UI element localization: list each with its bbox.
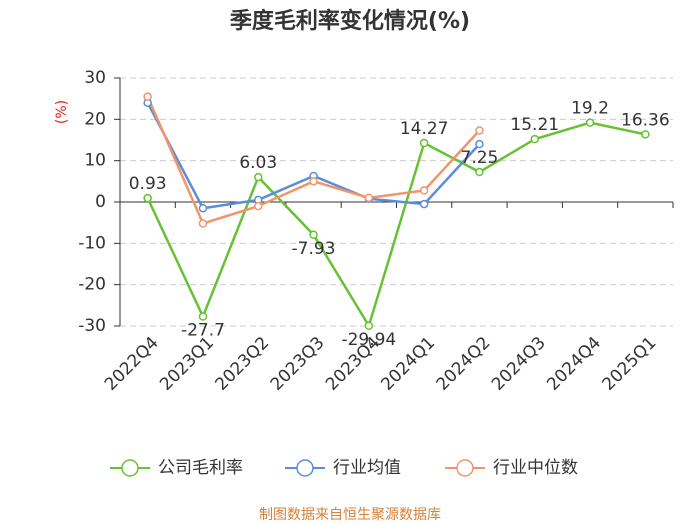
data-point	[143, 193, 152, 203]
data-point	[309, 177, 318, 186]
y-tick-label: 30	[84, 68, 106, 88]
data-label: -29.94	[341, 330, 396, 350]
data-point	[143, 92, 152, 101]
x-tick-label: 2023Q2	[211, 333, 273, 395]
data-label: 16.36	[621, 110, 670, 130]
legend-marker	[456, 459, 474, 477]
data-point	[254, 172, 263, 182]
data-label: 6.03	[239, 153, 277, 173]
x-tick-label: 2025Q1	[599, 333, 661, 395]
legend-item: 公司毛利率	[110, 458, 243, 478]
data-point	[475, 139, 484, 149]
data-label: 19.2	[571, 99, 609, 119]
legend-item: 行业中位数	[445, 458, 578, 478]
legend-marker	[296, 459, 314, 477]
legend-marker	[121, 459, 139, 477]
source-note: 制图数据来自恒生聚源数据库	[259, 507, 441, 523]
x-tick-label: 2024Q3	[488, 333, 550, 395]
legend-label: 行业均值	[333, 458, 401, 478]
data-label: 15.21	[510, 115, 559, 135]
series-line	[146, 121, 646, 329]
y-tick-label: -10	[78, 233, 106, 253]
data-point	[641, 130, 650, 139]
data-label: 14.27	[400, 119, 449, 139]
x-tick-label: 2024Q2	[433, 333, 495, 395]
chart-title: 季度毛利率变化情况(%)	[230, 8, 470, 34]
data-point	[254, 201, 263, 211]
data-point	[309, 230, 318, 240]
data-point	[530, 134, 539, 144]
x-tick-label: 2022Q4	[101, 333, 163, 395]
data-point	[475, 167, 484, 177]
y-tick-label: 0	[95, 192, 106, 212]
data-point	[419, 186, 429, 195]
legend-label: 行业中位数	[493, 458, 578, 478]
data-label: -7.93	[292, 239, 336, 259]
legend-label: 公司毛利率	[158, 458, 243, 478]
data-point	[475, 126, 484, 135]
data-point	[419, 138, 429, 148]
x-tick-label: 2024Q4	[543, 333, 605, 395]
data-label: 0.93	[129, 174, 167, 194]
data-point	[198, 203, 208, 213]
x-tick-label: 2023Q1	[156, 333, 218, 395]
data-label: 7.25	[461, 148, 499, 168]
x-tick-label: 2023Q3	[267, 333, 329, 395]
data-point	[364, 321, 374, 331]
data-point	[364, 193, 374, 203]
data-point	[419, 199, 429, 209]
series-line	[146, 96, 481, 226]
y-tick-label: 20	[84, 109, 106, 129]
y-axis-label: (%)	[54, 100, 70, 124]
data-point	[198, 312, 208, 321]
data-point	[585, 118, 595, 127]
data-label: -27.7	[181, 320, 225, 340]
y-tick-label: -30	[78, 316, 106, 336]
y-tick-label: -20	[78, 275, 106, 295]
legend-item: 行业均值	[285, 458, 401, 478]
y-tick-label: 10	[84, 151, 106, 171]
data-point	[198, 219, 208, 228]
